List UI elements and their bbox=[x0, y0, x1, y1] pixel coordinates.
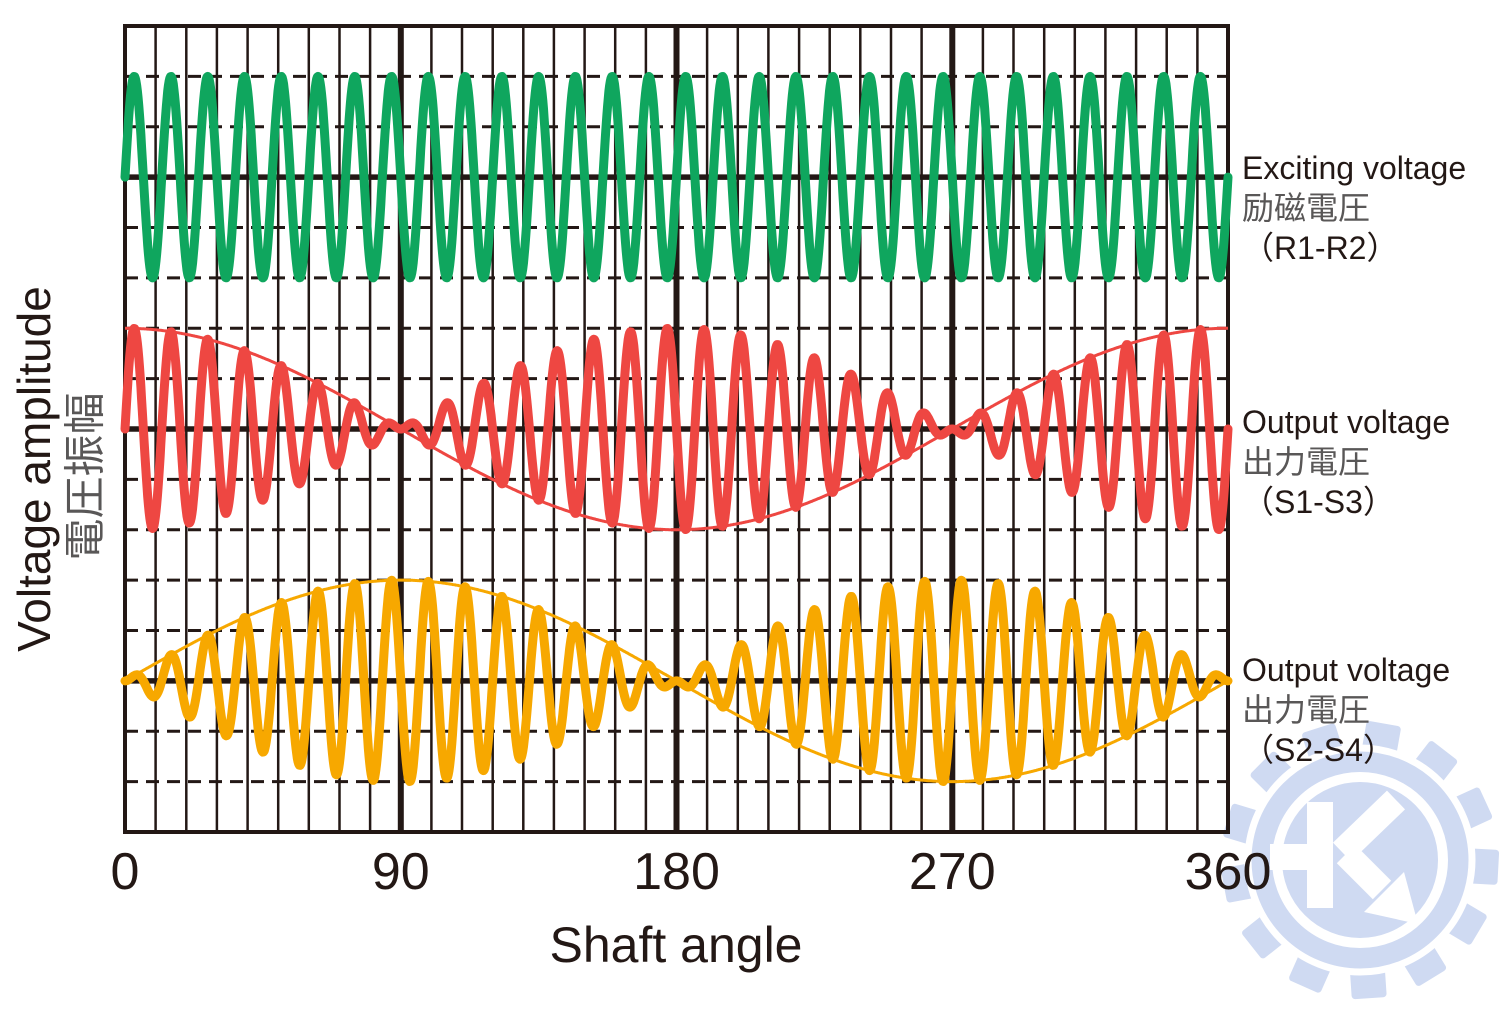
label-output-voltage-s2s4: Output voltage 出力電圧 （S2-S4） bbox=[1242, 650, 1450, 770]
label-output-s2s4-ja: 出力電圧 bbox=[1242, 692, 1371, 728]
label-output-s2s4-terminals: （S2-S4） bbox=[1242, 732, 1395, 768]
output-s1s3-wave bbox=[120, 324, 1233, 534]
label-output-s1s3-terminals: （S1-S3） bbox=[1242, 484, 1395, 520]
output-s1s3-envelope-line bbox=[125, 326, 1228, 532]
output-s2s4-wave bbox=[120, 575, 1233, 786]
x-tick-label-0: 0 bbox=[110, 843, 140, 901]
label-output-s1s3-ja: 出力電圧 bbox=[1242, 444, 1371, 480]
label-output-s2s4-en: Output voltage bbox=[1242, 652, 1451, 688]
x-tick-label-270: 270 bbox=[908, 843, 996, 901]
x-tick-label-90: 90 bbox=[371, 843, 430, 901]
x-axis-title: Shaft angle bbox=[549, 917, 803, 973]
exciting-r1r2-wave bbox=[120, 71, 1233, 283]
k-arrow-glyph bbox=[1270, 790, 1406, 908]
label-exciting-voltage-ja: 励磁電圧 bbox=[1242, 190, 1371, 226]
label-exciting-voltage: Exciting voltage 励磁電圧 （R1-R2） bbox=[1242, 148, 1466, 268]
gear-k-watermark-logo bbox=[1214, 714, 1500, 1007]
label-exciting-voltage-terminals: （R1-R2） bbox=[1242, 230, 1399, 266]
label-output-voltage-s1s3: Output voltage 出力電圧 （S1-S3） bbox=[1242, 402, 1450, 522]
label-exciting-voltage-en: Exciting voltage bbox=[1242, 150, 1467, 186]
y-axis-title-ja: 電圧振幅 bbox=[61, 392, 109, 561]
k-arrowhead bbox=[1364, 872, 1418, 924]
x-tick-label-180: 180 bbox=[633, 843, 720, 901]
x-tick-label-360: 360 bbox=[1184, 843, 1272, 901]
label-output-s1s3-en: Output voltage bbox=[1242, 404, 1451, 440]
